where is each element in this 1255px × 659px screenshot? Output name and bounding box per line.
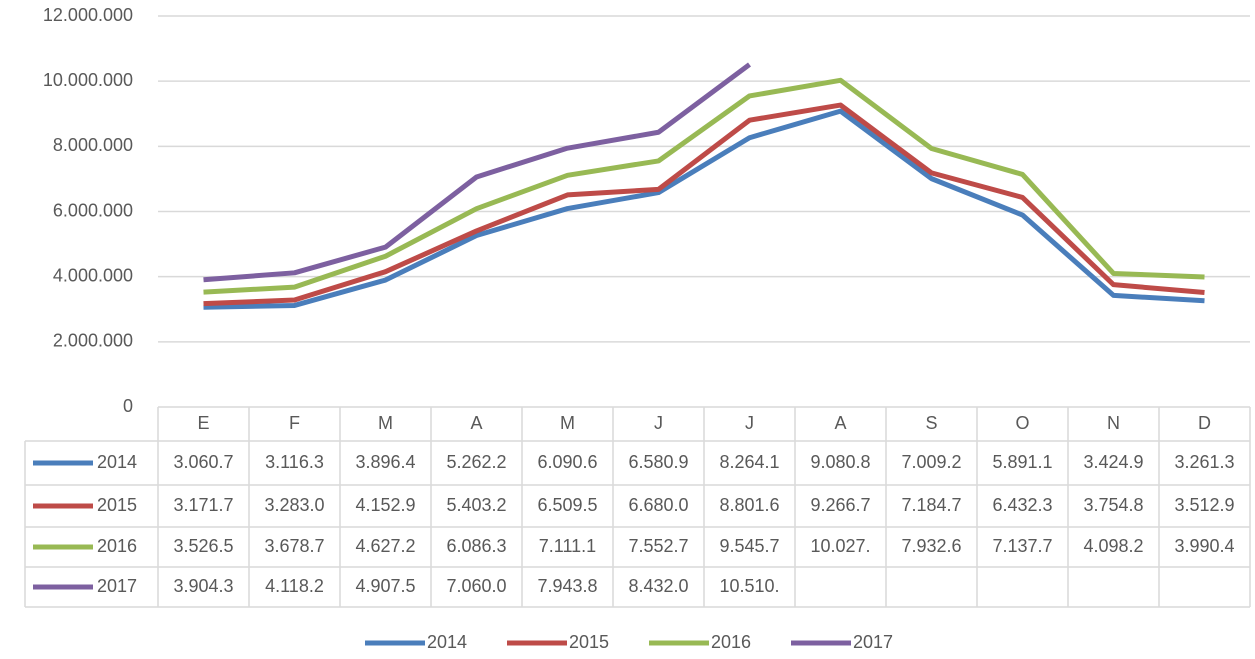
table-value: 4.627.2 bbox=[355, 536, 415, 556]
series-line bbox=[203, 102, 1205, 307]
table-value: 6.090.6 bbox=[537, 452, 597, 472]
table-value: 3.990.4 bbox=[1174, 536, 1234, 556]
x-tick-label: J bbox=[654, 413, 663, 433]
y-tick-label: 12.000.000 bbox=[43, 5, 133, 25]
table-value: 6.086.3 bbox=[446, 536, 506, 556]
table-value: 3.512.9 bbox=[1174, 495, 1234, 515]
table-value: 10.510. bbox=[719, 576, 779, 596]
legend-label: 2014 bbox=[427, 632, 467, 652]
table-value: 6.680.0 bbox=[628, 495, 688, 515]
table-value: 4.152.9 bbox=[355, 495, 415, 515]
table-value: 7.060.0 bbox=[446, 576, 506, 596]
table-series-name: 2017 bbox=[97, 576, 137, 596]
y-tick-label: 2.000.000 bbox=[53, 331, 133, 351]
table-value: 3.526.5 bbox=[173, 536, 233, 556]
table-value: 3.896.4 bbox=[355, 452, 415, 472]
table-series-name: 2015 bbox=[97, 495, 137, 515]
x-tick-label: A bbox=[834, 413, 846, 433]
y-tick-label: 6.000.000 bbox=[53, 200, 133, 220]
series-line bbox=[203, 108, 1205, 310]
table-value: 7.009.2 bbox=[901, 452, 961, 472]
table-value: 8.264.1 bbox=[719, 452, 779, 472]
table-series-name: 2016 bbox=[97, 536, 137, 556]
table-value: 7.137.7 bbox=[992, 536, 1052, 556]
x-tick-label: M bbox=[378, 413, 393, 433]
table-value: 10.027. bbox=[810, 536, 870, 556]
table-value: 9.080.8 bbox=[810, 452, 870, 472]
y-tick-label: 8.000.000 bbox=[53, 135, 133, 155]
table-value: 3.678.7 bbox=[264, 536, 324, 556]
table-value: 3.060.7 bbox=[173, 452, 233, 472]
x-tick-label: J bbox=[745, 413, 754, 433]
table-value: 7.943.8 bbox=[537, 576, 597, 596]
x-tick-label: N bbox=[1107, 413, 1120, 433]
table-value: 5.262.2 bbox=[446, 452, 506, 472]
table-value: 3.171.7 bbox=[173, 495, 233, 515]
table-series-name: 2014 bbox=[97, 452, 137, 472]
legend-label: 2017 bbox=[853, 632, 893, 652]
y-tick-label: 10.000.000 bbox=[43, 70, 133, 90]
x-tick-label: S bbox=[925, 413, 937, 433]
table-value: 4.118.2 bbox=[265, 576, 324, 596]
table-value: 8.432.0 bbox=[628, 576, 688, 596]
table-value: 3.261.3 bbox=[1174, 452, 1234, 472]
y-tick-label: 0 bbox=[123, 396, 133, 416]
y-tick-label: 4.000.000 bbox=[53, 265, 133, 285]
table-value: 7.932.6 bbox=[901, 536, 961, 556]
table-value: 6.580.9 bbox=[628, 452, 688, 472]
series-line bbox=[203, 62, 751, 283]
x-tick-label: E bbox=[197, 413, 209, 433]
legend-label: 2015 bbox=[569, 632, 609, 652]
x-tick-label: D bbox=[1198, 413, 1211, 433]
table-value: 3.754.8 bbox=[1083, 495, 1143, 515]
legend-label: 2016 bbox=[711, 632, 751, 652]
table-value: 9.266.7 bbox=[810, 495, 870, 515]
table-value: 5.891.1 bbox=[992, 452, 1052, 472]
table-value: 7.184.7 bbox=[901, 495, 961, 515]
x-tick-label: A bbox=[470, 413, 482, 433]
x-tick-label: F bbox=[289, 413, 300, 433]
series-line bbox=[203, 77, 1205, 295]
table-value: 3.116.3 bbox=[265, 452, 324, 472]
table-value: 7.111.1 bbox=[539, 536, 596, 556]
table-value: 6.509.5 bbox=[537, 495, 597, 515]
x-tick-label: M bbox=[560, 413, 575, 433]
table-value: 3.424.9 bbox=[1083, 452, 1143, 472]
table-value: 4.098.2 bbox=[1083, 536, 1143, 556]
table-value: 9.545.7 bbox=[719, 536, 779, 556]
table-value: 8.801.6 bbox=[719, 495, 779, 515]
table-value: 3.904.3 bbox=[173, 576, 233, 596]
table-value: 5.403.2 bbox=[446, 495, 506, 515]
table-value: 6.432.3 bbox=[992, 495, 1052, 515]
table-value: 4.907.5 bbox=[355, 576, 415, 596]
table-value: 7.552.7 bbox=[628, 536, 688, 556]
table-value: 3.283.0 bbox=[264, 495, 324, 515]
x-tick-label: O bbox=[1015, 413, 1029, 433]
